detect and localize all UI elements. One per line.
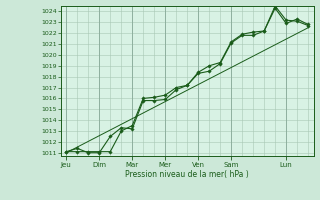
X-axis label: Pression niveau de la mer( hPa ): Pression niveau de la mer( hPa ) [125, 170, 249, 179]
